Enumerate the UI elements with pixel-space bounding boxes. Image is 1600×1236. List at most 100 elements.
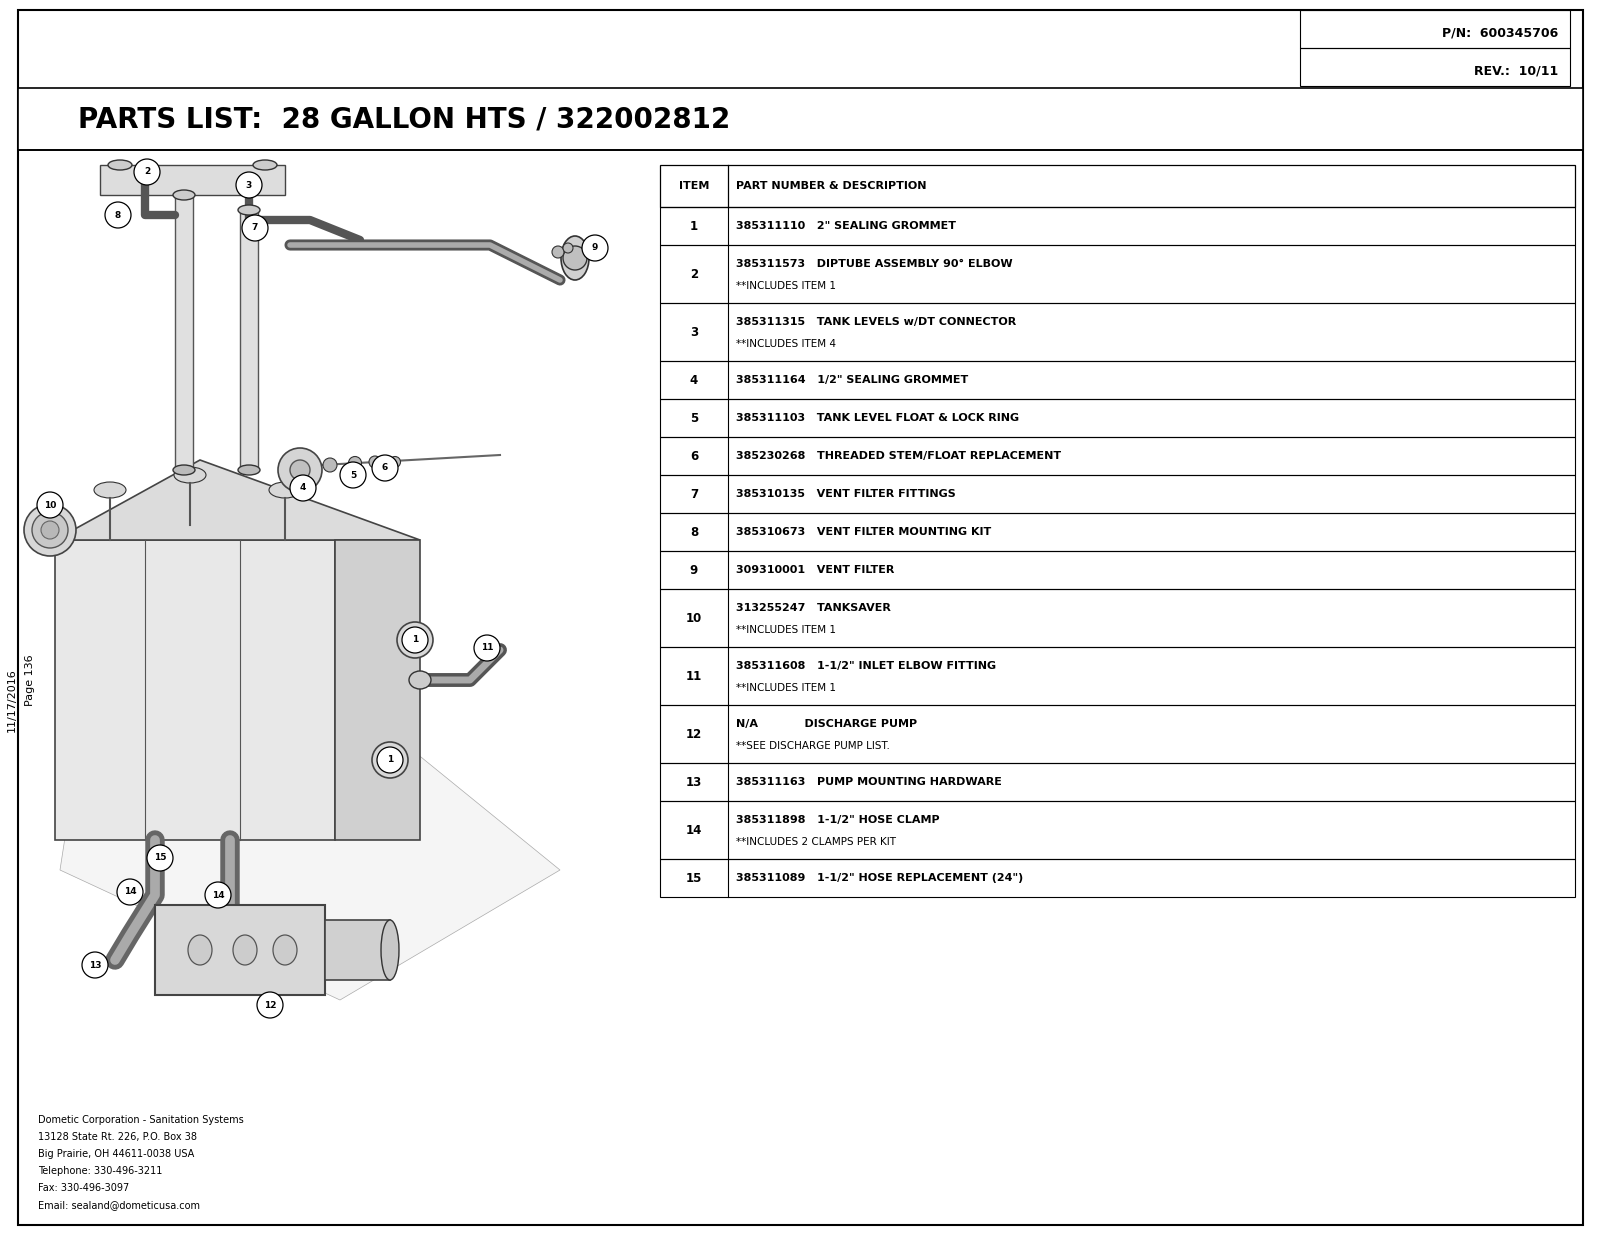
- Text: 8: 8: [690, 525, 698, 539]
- Bar: [661, 245, 1574, 303]
- Ellipse shape: [253, 159, 277, 171]
- Circle shape: [402, 627, 429, 653]
- Circle shape: [290, 460, 310, 480]
- Ellipse shape: [238, 205, 259, 215]
- Text: 2: 2: [690, 267, 698, 281]
- Circle shape: [278, 447, 322, 492]
- Text: 4: 4: [690, 373, 698, 387]
- Bar: [661, 801, 1574, 859]
- Text: 12: 12: [686, 728, 702, 740]
- Text: 10: 10: [43, 501, 56, 509]
- Text: **SEE DISCHARGE PUMP LIST.: **SEE DISCHARGE PUMP LIST.: [736, 740, 890, 750]
- Bar: [1299, 48, 1570, 87]
- Text: 3: 3: [246, 180, 253, 189]
- Ellipse shape: [381, 920, 398, 980]
- Ellipse shape: [274, 934, 298, 965]
- Circle shape: [552, 246, 563, 258]
- Text: 6: 6: [690, 450, 698, 462]
- Text: **INCLUDES ITEM 1: **INCLUDES ITEM 1: [736, 281, 835, 290]
- Ellipse shape: [189, 934, 211, 965]
- Text: Email: sealand@dometicusa.com: Email: sealand@dometicusa.com: [38, 1200, 200, 1210]
- Text: 385311163   PUMP MOUNTING HARDWARE: 385311163 PUMP MOUNTING HARDWARE: [736, 777, 1002, 787]
- Circle shape: [474, 635, 499, 661]
- Circle shape: [106, 201, 131, 227]
- Text: **INCLUDES ITEM 1: **INCLUDES ITEM 1: [736, 624, 835, 634]
- Bar: [661, 164, 1574, 206]
- Text: 11: 11: [686, 670, 702, 682]
- Text: 5: 5: [350, 471, 357, 480]
- Text: 13128 State Rt. 226, P.O. Box 38: 13128 State Rt. 226, P.O. Box 38: [38, 1132, 197, 1142]
- Bar: [661, 475, 1574, 513]
- Circle shape: [37, 492, 62, 518]
- Text: REV.:  10/11: REV.: 10/11: [1474, 64, 1558, 78]
- Text: 385311608   1-1/2" INLET ELBOW FITTING: 385311608 1-1/2" INLET ELBOW FITTING: [736, 660, 997, 671]
- Text: Page 136: Page 136: [26, 654, 35, 706]
- Ellipse shape: [173, 465, 195, 475]
- Ellipse shape: [403, 629, 426, 651]
- Polygon shape: [155, 905, 325, 995]
- Bar: [661, 361, 1574, 399]
- Text: 11: 11: [480, 644, 493, 653]
- Text: 13: 13: [88, 960, 101, 969]
- Ellipse shape: [269, 482, 301, 498]
- Bar: [661, 646, 1574, 705]
- Circle shape: [147, 845, 173, 871]
- Text: 385310673   VENT FILTER MOUNTING KIT: 385310673 VENT FILTER MOUNTING KIT: [736, 527, 992, 536]
- Text: PARTS LIST:  28 GALLON HTS / 322002812: PARTS LIST: 28 GALLON HTS / 322002812: [78, 105, 730, 133]
- Ellipse shape: [562, 236, 589, 281]
- Text: 6: 6: [382, 464, 389, 472]
- Polygon shape: [61, 740, 560, 1000]
- Circle shape: [339, 462, 366, 488]
- Bar: [661, 590, 1574, 646]
- Polygon shape: [240, 210, 258, 470]
- Text: 385311110   2" SEALING GROMMET: 385311110 2" SEALING GROMMET: [736, 221, 957, 231]
- Polygon shape: [99, 164, 285, 195]
- Text: P/N:  600345706: P/N: 600345706: [1442, 26, 1558, 40]
- Text: 4: 4: [299, 483, 306, 492]
- Text: 14: 14: [211, 890, 224, 900]
- Ellipse shape: [174, 467, 206, 483]
- Text: 8: 8: [115, 210, 122, 220]
- Text: N/A            DISCHARGE PUMP: N/A DISCHARGE PUMP: [736, 718, 917, 728]
- Ellipse shape: [238, 465, 259, 475]
- Text: 7: 7: [690, 487, 698, 501]
- Circle shape: [134, 159, 160, 185]
- Ellipse shape: [94, 482, 126, 498]
- Ellipse shape: [32, 512, 67, 548]
- Text: ITEM: ITEM: [678, 180, 709, 192]
- Ellipse shape: [234, 934, 258, 965]
- Text: 9: 9: [592, 243, 598, 252]
- Text: 385311315   TANK LEVELS w/DT CONNECTOR: 385311315 TANK LEVELS w/DT CONNECTOR: [736, 316, 1016, 326]
- Ellipse shape: [24, 504, 77, 556]
- Ellipse shape: [379, 749, 402, 771]
- Text: Dometic Corporation - Sanitation Systems: Dometic Corporation - Sanitation Systems: [38, 1115, 243, 1125]
- Text: 385311164   1/2" SEALING GROMMET: 385311164 1/2" SEALING GROMMET: [736, 375, 968, 384]
- Circle shape: [258, 993, 283, 1018]
- Circle shape: [371, 455, 398, 481]
- Polygon shape: [325, 920, 390, 980]
- Text: 313255247   TANKSAVER: 313255247 TANKSAVER: [736, 603, 891, 613]
- Polygon shape: [54, 540, 334, 840]
- Text: 15: 15: [154, 854, 166, 863]
- Polygon shape: [54, 460, 419, 540]
- Text: Big Prairie, OH 44611-0038 USA: Big Prairie, OH 44611-0038 USA: [38, 1149, 194, 1159]
- Circle shape: [349, 456, 362, 470]
- Text: 385311898   1-1/2" HOSE CLAMP: 385311898 1-1/2" HOSE CLAMP: [736, 815, 939, 824]
- Bar: [1299, 10, 1570, 48]
- Circle shape: [290, 475, 317, 501]
- Ellipse shape: [371, 742, 408, 777]
- Circle shape: [370, 456, 381, 468]
- Circle shape: [563, 246, 587, 269]
- Text: 14: 14: [686, 823, 702, 837]
- Text: 1: 1: [387, 755, 394, 765]
- Text: 385311573   DIPTUBE ASSEMBLY 90° ELBOW: 385311573 DIPTUBE ASSEMBLY 90° ELBOW: [736, 258, 1013, 268]
- Text: 9: 9: [690, 564, 698, 576]
- Text: 14: 14: [123, 887, 136, 896]
- Text: 385310135   VENT FILTER FITTINGS: 385310135 VENT FILTER FITTINGS: [736, 489, 955, 499]
- Ellipse shape: [109, 159, 131, 171]
- Ellipse shape: [410, 671, 430, 688]
- Text: 385230268   THREADED STEM/FLOAT REPLACEMENT: 385230268 THREADED STEM/FLOAT REPLACEMEN…: [736, 451, 1061, 461]
- Text: Fax: 330-496-3097: Fax: 330-496-3097: [38, 1183, 130, 1193]
- Text: **INCLUDES 2 CLAMPS PER KIT: **INCLUDES 2 CLAMPS PER KIT: [736, 837, 896, 847]
- Text: 3: 3: [690, 325, 698, 339]
